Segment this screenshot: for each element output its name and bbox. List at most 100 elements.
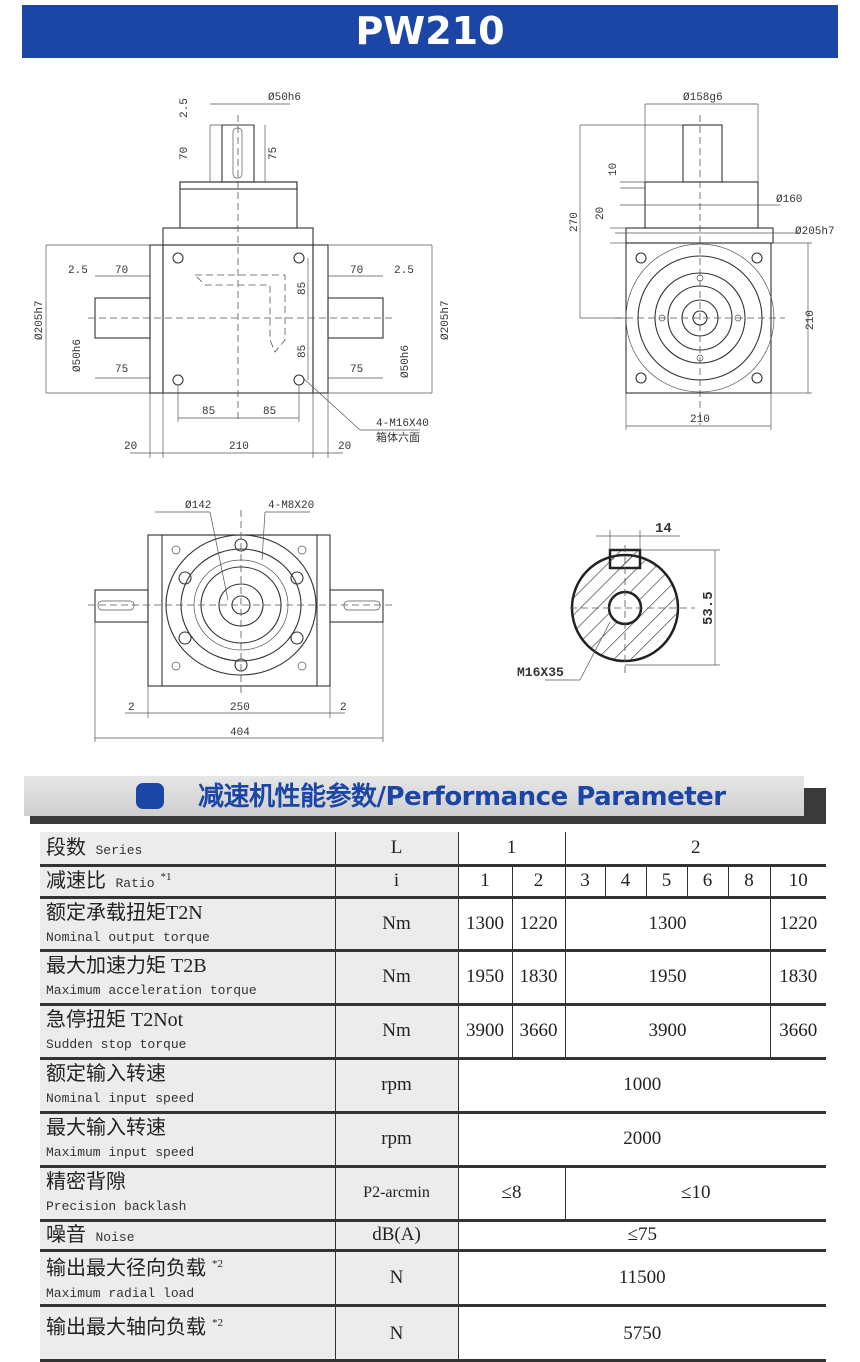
- svg-text:2.5: 2.5: [68, 265, 88, 277]
- value-cell: 6: [686, 865, 728, 899]
- value-cell: ≤10: [564, 1166, 827, 1222]
- svg-text:M16X35: M16X35: [517, 665, 564, 680]
- label-en: Precision backlash: [46, 1199, 187, 1214]
- value-cell: 1220: [511, 897, 565, 952]
- svg-text:Ø205h7: Ø205h7: [34, 300, 46, 340]
- table-row-max-speed: 最大输入转速 Maximum input speed rpm 2000: [40, 1112, 827, 1168]
- svg-text:85: 85: [263, 406, 276, 418]
- svg-text:20: 20: [338, 441, 351, 453]
- label-en: Maximum input speed: [46, 1145, 195, 1160]
- svg-text:210: 210: [690, 414, 710, 426]
- svg-text:Ø205h7: Ø205h7: [795, 226, 835, 238]
- value-cell: 1: [457, 832, 565, 867]
- unit-cell: rpm: [334, 1058, 458, 1114]
- table-row-noise: 噪音 Noise dB(A) ≤75: [40, 1220, 827, 1252]
- label-en: Noise: [95, 1230, 135, 1245]
- table-row-axial-load: 输出最大轴向负载 *2 N 5750: [40, 1305, 827, 1362]
- unit-cell: Nm: [334, 950, 458, 1006]
- label-en: Maximum radial load: [46, 1285, 195, 1301]
- value-cell: 2000: [457, 1112, 827, 1168]
- table-row-radial-load: 输出最大径向负载 *2 Maximum radial load N 11500: [40, 1250, 827, 1307]
- value-cell: 1000: [457, 1058, 827, 1114]
- label-cn: 减速比: [46, 870, 106, 892]
- table-row-ratio: 减速比 Ratio *1 i 1 2 3 4 5 6 8 10: [40, 865, 827, 899]
- label-en: Maximum acceleration torque: [46, 983, 257, 998]
- value-cell: 1830: [769, 950, 827, 1006]
- svg-text:20: 20: [124, 441, 137, 453]
- svg-text:85: 85: [202, 406, 215, 418]
- unit-cell: P2-arcmin: [334, 1166, 458, 1222]
- svg-text:Ø205h7: Ø205h7: [440, 300, 452, 340]
- side-view-drawing: Ø158g6 270 10 20 Ø160 Ø205h7 210 210: [569, 92, 835, 430]
- page-title: PW210: [22, 5, 838, 58]
- label-cn: 噪音: [46, 1224, 86, 1246]
- table-row-nominal-speed: 额定输入转速 Nominal input speed rpm 1000: [40, 1058, 827, 1114]
- value-cell: 1: [457, 865, 512, 899]
- svg-text:75: 75: [268, 147, 280, 160]
- label-en: Nominal output torque: [46, 929, 210, 945]
- value-cell: 4: [604, 865, 646, 899]
- footnote-mark: *2: [212, 1258, 223, 1271]
- svg-text:箱体六面: 箱体六面: [376, 430, 420, 445]
- value-cell: 11500: [457, 1250, 827, 1307]
- svg-text:Ø50h6: Ø50h6: [72, 339, 84, 372]
- label-cn: 最大输入转速: [46, 1117, 166, 1139]
- top-view-drawing: Ø142 4-M8X20 2 250 2 404: [88, 500, 392, 742]
- svg-text:75: 75: [115, 364, 128, 376]
- svg-text:270: 270: [569, 212, 581, 232]
- svg-text:75: 75: [350, 364, 363, 376]
- unit-cell: N: [334, 1305, 458, 1362]
- unit-cell: Nm: [334, 897, 458, 952]
- svg-text:Ø142: Ø142: [185, 500, 211, 512]
- value-cell: ≤8: [457, 1166, 565, 1222]
- value-cell: ≤75: [457, 1220, 827, 1252]
- label-cn: 输出最大径向负载: [46, 1257, 206, 1280]
- value-cell: 2: [564, 832, 827, 867]
- value-cell: 5: [645, 865, 687, 899]
- unit-cell: Nm: [334, 1004, 458, 1060]
- svg-text:Ø158g6: Ø158g6: [683, 92, 723, 104]
- footnote-mark: *2: [212, 1316, 223, 1329]
- value-cell: 1830: [511, 950, 565, 1006]
- svg-text:70: 70: [115, 265, 128, 277]
- table-row-acceleration-torque: 最大加速力矩 T2B Maximum acceleration torque Nm…: [40, 950, 827, 1006]
- footnote-mark: *1: [160, 870, 172, 883]
- svg-text:2: 2: [340, 702, 347, 714]
- shaft-section-drawing: 14 53.5 M16X35: [517, 521, 720, 681]
- front-view-drawing: Ø50h6 2.5 70 75 2.5 70 75 Ø205h7 Ø50h6 7…: [34, 92, 452, 458]
- table-row-series: 段数 Series L 1 2: [40, 832, 827, 867]
- section-heading: 减速机性能参数/Performance Parameter: [198, 782, 726, 812]
- unit-cell: L: [334, 832, 458, 867]
- label-en: Ratio: [115, 876, 155, 891]
- unit-cell: dB(A): [334, 1220, 458, 1252]
- label-en: Sudden stop torque: [46, 1037, 187, 1052]
- label-en: Nominal input speed: [46, 1091, 195, 1106]
- svg-text:14: 14: [655, 521, 672, 537]
- value-cell: 2: [511, 865, 565, 899]
- svg-text:210: 210: [229, 441, 249, 453]
- svg-text:85: 85: [297, 282, 309, 295]
- value-cell: 8: [727, 865, 770, 899]
- table-row-nominal-torque: 额定承载扭矩T2N Nominal output torque Nm 1300 1…: [40, 897, 827, 952]
- table-row-stop-torque: 急停扭矩 T2Not Sudden stop torque Nm 3900 366…: [40, 1004, 827, 1060]
- value-cell: 1300: [457, 897, 512, 952]
- unit-cell: i: [334, 865, 458, 899]
- svg-text:4-M8X20: 4-M8X20: [268, 500, 314, 512]
- value-cell: 5750: [457, 1305, 827, 1362]
- value-cell: 10: [769, 865, 827, 899]
- label-cn: 段数: [46, 836, 86, 859]
- svg-text:70: 70: [350, 265, 363, 277]
- label-cn: 输出最大轴向负载: [46, 1316, 206, 1339]
- svg-text:4-M16X40: 4-M16X40: [376, 418, 429, 430]
- svg-text:210: 210: [805, 310, 817, 330]
- value-cell: 3660: [769, 1004, 827, 1060]
- svg-text:Ø160: Ø160: [776, 194, 802, 206]
- unit-cell: rpm: [334, 1112, 458, 1168]
- value-cell: 3660: [511, 1004, 565, 1060]
- svg-text:53.5: 53.5: [701, 591, 717, 625]
- performance-table: 段数 Series L 1 2 减速比 Ratio *1 i 1 2 3 4 5 …: [40, 832, 827, 1362]
- label-cn: 额定输入转速: [46, 1063, 166, 1085]
- label-cn: 最大加速力矩 T2B: [46, 955, 207, 977]
- svg-text:20: 20: [595, 207, 607, 220]
- table-row-backlash: 精密背隙 Precision backlash P2-arcmin ≤8 ≤10: [40, 1166, 827, 1222]
